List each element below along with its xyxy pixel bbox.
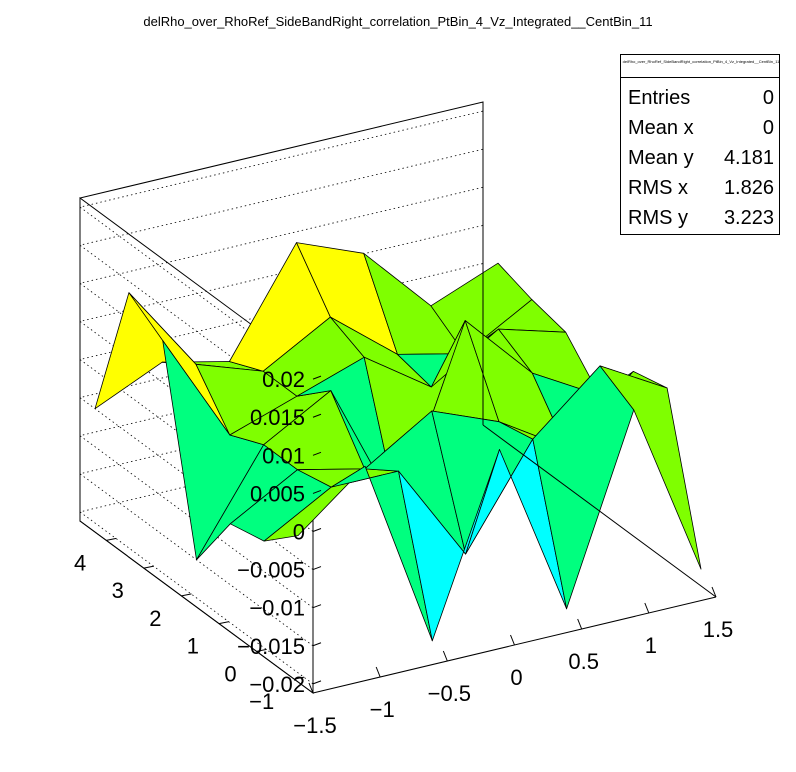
z-tick: [312, 375, 322, 380]
x-tick-label: 0: [510, 665, 522, 690]
stats-value: 0: [762, 117, 774, 139]
stats-box-divider: [621, 77, 779, 78]
x-tick: [644, 602, 650, 614]
stats-row-mean-y: Mean y 4.181: [628, 147, 774, 177]
y-tick-label: 3: [112, 578, 124, 603]
stats-value: 0: [762, 87, 774, 109]
x-tick: [308, 682, 314, 694]
stats-label: Mean y: [628, 147, 694, 169]
z-tick-label: 0.01: [262, 443, 305, 468]
z-tick: [312, 413, 322, 418]
frame-edge: [79, 520, 314, 694]
axis-ticks: −0.02 −0.015 −0.01 −0.005 0 0.005 0.01 0.015 0.0…: [74, 367, 733, 738]
stats-box: delRho_over_RhoRef_SideBandRight_correla…: [620, 54, 780, 235]
y-tick-label: 4: [74, 550, 86, 575]
stats-label: Mean x: [628, 117, 694, 139]
y-tick-label: 2: [149, 606, 161, 631]
y-tick: [106, 537, 117, 541]
x-tick-label: 0.5: [568, 649, 599, 674]
z-tick: [312, 528, 322, 532]
x-tick: [510, 634, 515, 646]
x-tick-label: −0.5: [428, 681, 471, 706]
chart-title: delRho_over_RhoRef_SideBandRight_correla…: [143, 14, 653, 29]
x-tick: [442, 650, 448, 662]
surface-mesh: [94, 242, 702, 642]
stats-label: Entries: [628, 87, 691, 109]
y-tick: [256, 648, 267, 652]
x-tick-label: −1.5: [293, 713, 336, 738]
stats-label: RMS x: [628, 177, 688, 199]
z-tick-label: 0.015: [250, 405, 305, 430]
y-tick: [218, 621, 230, 625]
surface-cell: [599, 365, 702, 570]
y-tick-label: −1: [249, 689, 274, 714]
z-tick: [312, 604, 322, 609]
x-tick: [711, 586, 717, 598]
y-tick: [181, 593, 192, 597]
stats-label: RMS y: [628, 207, 688, 229]
x-tick-label: 1: [645, 633, 657, 658]
z-tick-label: −0.015: [237, 634, 305, 659]
x-tick: [375, 666, 381, 678]
stats-row-rms-y: RMS y 3.223: [628, 207, 774, 237]
z-tick-label: −0.005: [237, 558, 305, 583]
y-tick-label: 1: [187, 634, 199, 659]
frame-edge: [482, 424, 717, 598]
x-tick-label: −1: [370, 697, 395, 722]
stats-value: 1.826: [723, 177, 774, 199]
stats-row-mean-x: Mean x 0: [628, 117, 774, 147]
y-tick-label: 0: [224, 661, 236, 686]
stats-row-entries: Entries 0: [628, 87, 774, 117]
z-tick-label: 0: [293, 520, 305, 545]
stats-row-rms-x: RMS x 1.826: [628, 177, 774, 207]
y-tick: [294, 676, 305, 680]
z-tick-label: −0.02: [249, 672, 305, 697]
z-tick: [312, 680, 322, 685]
z-tick-label: −0.01: [249, 596, 305, 621]
stats-value: 4.181: [723, 147, 774, 169]
z-tick: [312, 566, 322, 571]
x-tick-label: 1.5: [703, 617, 734, 642]
stats-box-name: delRho_over_RhoRef_SideBandRight_correla…: [622, 59, 780, 64]
z-tick: [312, 642, 322, 647]
stats-value: 3.223: [723, 207, 774, 229]
z-tick-label: 0.005: [250, 481, 305, 506]
y-tick: [143, 565, 154, 569]
x-tick: [577, 618, 583, 630]
z-tick: [312, 451, 322, 456]
z-tick-label: 0.02: [262, 367, 305, 392]
z-tick: [312, 489, 322, 494]
